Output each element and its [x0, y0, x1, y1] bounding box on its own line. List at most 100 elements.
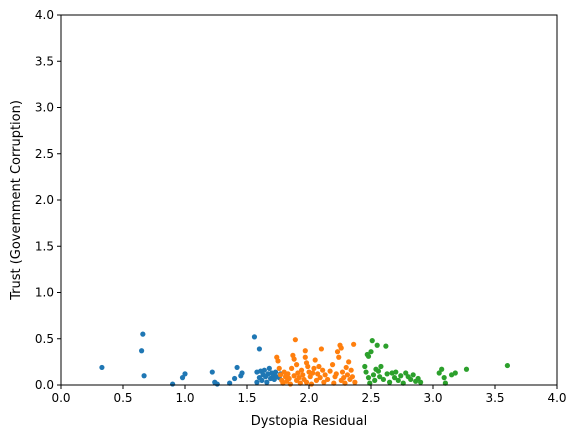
data-point	[266, 365, 272, 371]
data-point	[227, 380, 233, 386]
data-point	[300, 372, 306, 378]
data-point	[338, 345, 344, 351]
data-point	[398, 373, 404, 379]
data-point	[254, 379, 260, 385]
data-point	[329, 362, 336, 368]
data-point	[341, 375, 347, 381]
x-axis-ticks: 0.0 0.5 1.0 1.5 2.0 2.5 3.0 3.5 4.0	[51, 385, 567, 405]
data-point	[334, 349, 341, 355]
y-tick-label: 2.5	[35, 147, 54, 161]
data-point	[179, 375, 186, 381]
data-point	[272, 369, 279, 375]
data-point	[285, 371, 291, 377]
data-point	[261, 367, 267, 373]
data-point	[302, 354, 308, 360]
data-point	[410, 372, 416, 378]
data-point	[378, 363, 384, 370]
data-point	[307, 374, 313, 380]
data-point	[339, 369, 346, 375]
data-point	[504, 362, 510, 369]
data-point	[349, 374, 355, 380]
data-point	[313, 377, 320, 383]
data-point	[452, 370, 458, 376]
data-point	[170, 381, 176, 387]
data-point	[384, 371, 390, 377]
y-axis-label: Trust (Government Corruption)	[9, 100, 24, 301]
data-point	[348, 367, 354, 373]
data-point	[239, 370, 245, 376]
x-tick-label: 4.0	[547, 391, 566, 405]
data-point	[315, 371, 321, 377]
x-tick-label: 3.5	[485, 391, 504, 405]
data-point	[391, 375, 398, 381]
data-point	[287, 381, 293, 387]
data-point	[362, 363, 368, 370]
y-axis-ticks: 0.0 0.5 1.0 1.5 2.0 2.5 3.0 3.5 4.0	[35, 8, 61, 392]
data-point	[275, 358, 281, 364]
data-point	[370, 372, 377, 378]
data-point	[463, 366, 470, 372]
data-point	[374, 342, 380, 348]
data-point	[303, 379, 310, 385]
data-point	[365, 375, 372, 381]
data-point	[322, 372, 328, 378]
data-point	[418, 379, 424, 385]
data-point	[393, 369, 399, 375]
data-point	[302, 348, 308, 354]
data-point	[214, 381, 220, 387]
data-point	[308, 381, 315, 387]
data-point	[294, 362, 300, 368]
x-tick-label: 1.0	[175, 391, 194, 405]
data-point	[298, 367, 305, 373]
data-point	[289, 365, 295, 371]
data-point	[343, 364, 349, 371]
y-tick-label: 1.5	[35, 239, 54, 253]
y-tick-label: 3.0	[35, 101, 54, 115]
data-point	[139, 348, 145, 354]
data-point	[363, 369, 369, 375]
data-point	[380, 376, 386, 383]
data-point	[251, 334, 258, 340]
series-1	[99, 331, 284, 387]
data-point	[333, 371, 339, 377]
data-point	[140, 331, 146, 337]
data-point	[439, 366, 445, 372]
x-axis-label: Dystopia Residual	[251, 414, 367, 429]
data-point	[277, 372, 284, 378]
data-point	[99, 364, 105, 371]
data-point	[387, 379, 393, 385]
plot-background	[61, 15, 557, 385]
data-point	[325, 376, 331, 383]
data-point	[395, 377, 401, 383]
data-point	[415, 375, 421, 382]
data-point	[377, 374, 383, 380]
data-point	[316, 363, 322, 370]
y-tick-label: 1.0	[35, 286, 54, 300]
data-point	[369, 338, 375, 344]
data-point	[311, 365, 317, 371]
y-tick-label: 0.5	[35, 332, 54, 346]
data-point	[368, 349, 374, 355]
data-point	[351, 341, 357, 347]
data-point	[331, 380, 337, 386]
data-point	[436, 370, 442, 376]
data-point	[292, 337, 298, 343]
y-tick-label: 0.0	[35, 378, 54, 392]
data-point	[264, 379, 270, 385]
x-tick-label: 0.5	[113, 391, 132, 405]
x-tick-label: 2.5	[361, 391, 380, 405]
data-point	[403, 370, 409, 376]
data-point	[367, 380, 373, 386]
data-point	[344, 372, 351, 378]
data-point	[256, 346, 262, 352]
data-points	[99, 331, 510, 387]
data-point	[259, 377, 265, 383]
y-tick-label: 3.5	[35, 54, 54, 68]
y-tick-label: 2.0	[35, 193, 54, 207]
x-tick-label: 2.0	[299, 391, 318, 405]
data-point	[375, 368, 382, 374]
x-tick-label: 3.0	[423, 391, 442, 405]
x-tick-label: 1.5	[237, 391, 256, 405]
